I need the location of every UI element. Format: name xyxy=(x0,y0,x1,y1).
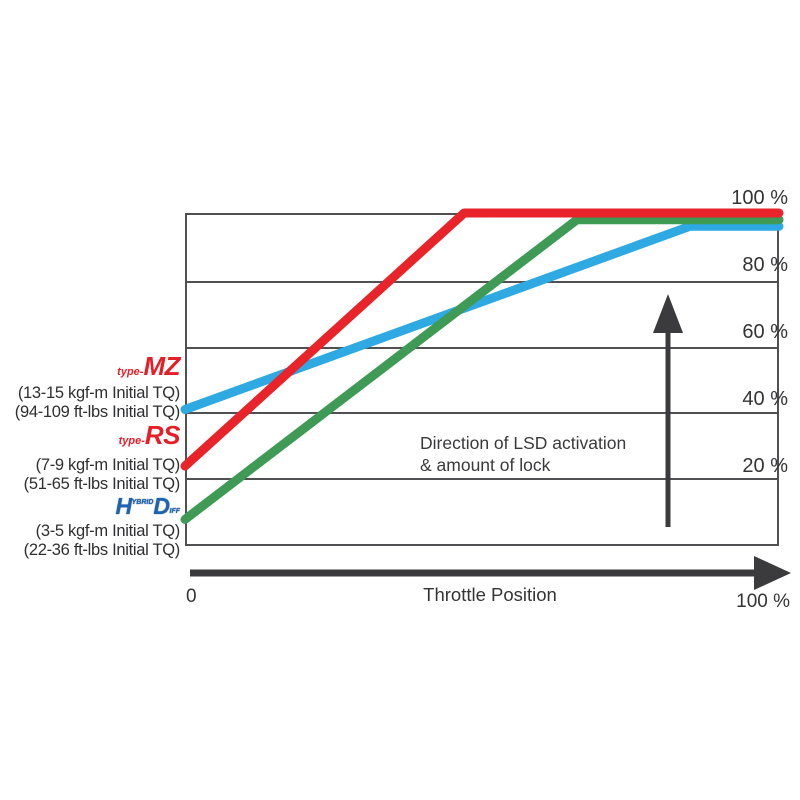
plot-area xyxy=(185,213,779,546)
type-mz-initial-tq-ftlbs: (94-109 ft-lbs Initial TQ) xyxy=(14,403,181,421)
x-tick-100: 100 % xyxy=(736,591,790,612)
type-rs-initial-tq-ftlbs: (51-65 ft-lbs Initial TQ) xyxy=(23,475,181,493)
type-rs-name: RS xyxy=(144,420,181,450)
hd-iff-text: IFF xyxy=(169,508,181,515)
type-mz-initial-tq-kgfm: (13-15 kgf-m Initial TQ) xyxy=(17,384,180,402)
hd-initial-tq-kgfm: (3-5 kgf-m Initial TQ) xyxy=(35,522,181,540)
legend-type-rs-logo: type-RS xyxy=(118,422,181,451)
y-tick-20: 20 % xyxy=(742,455,788,477)
hd-letter-h: H xyxy=(115,493,132,519)
gridline-80pct xyxy=(187,280,777,283)
x-tick-0: 0 xyxy=(186,586,197,607)
type-rs-initial-tq-kgfm: (7-9 kgf-m Initial TQ) xyxy=(35,456,181,474)
y-tick-80: 80 % xyxy=(742,254,788,276)
y-tick-60: 60 % xyxy=(742,321,788,343)
y-tick-40: 40 % xyxy=(742,388,788,410)
hd-letter-d: D xyxy=(153,493,170,519)
x-axis-title: Throttle Position xyxy=(423,584,557,605)
annotation-line-2: & amount of lock xyxy=(420,455,551,475)
legend-type-mz-logo: type-MZ xyxy=(117,353,180,382)
hd-initial-tq-ftlbs: (22-36 ft-lbs Initial TQ) xyxy=(23,541,181,559)
hd-ybrid-text: YBRID xyxy=(131,499,154,506)
direction-annotation: Direction of LSD activation & amount of … xyxy=(420,432,626,476)
gridline-40pct xyxy=(187,412,777,415)
y-tick-100: 100 % xyxy=(731,187,788,209)
type-rs-prefix: type- xyxy=(118,435,145,447)
gridline-60pct xyxy=(187,346,777,349)
legend-hybrid-diff-logo: HYBRIDDIFF xyxy=(115,493,180,521)
type-mz-prefix: type- xyxy=(117,366,144,378)
gridline-20pct xyxy=(187,478,777,481)
annotation-line-1: Direction of LSD activation xyxy=(420,433,627,453)
type-mz-name: MZ xyxy=(143,351,180,381)
